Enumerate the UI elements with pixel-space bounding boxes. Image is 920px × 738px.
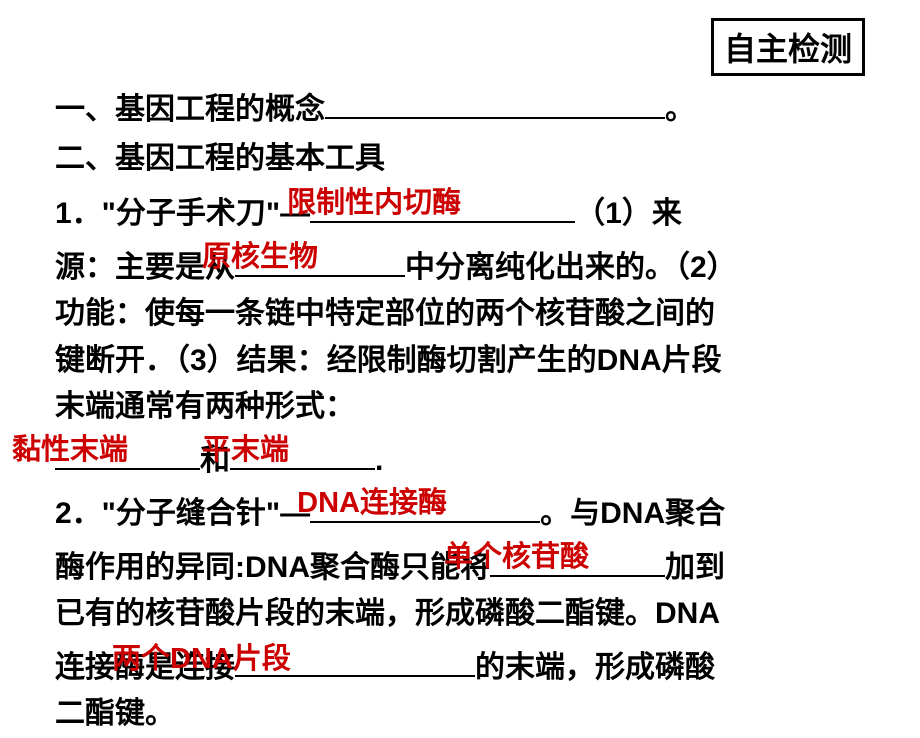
section1-period: 。 — [665, 93, 695, 126]
answer-dna-ligase: DNA连接酶 — [345, 481, 447, 526]
item1-line4-start: 键断开． — [55, 344, 175, 377]
item1-line6-end: . — [375, 444, 383, 477]
item1-part1: （1）来 — [575, 197, 682, 230]
item2-part1: 。与DNA聚合 — [540, 497, 725, 530]
answer-sticky-end: 黏性末端 — [60, 428, 128, 473]
item2-prefix: 2．"分子缝合针"— — [55, 497, 310, 530]
content-area: 一、基因工程的概念 。 二、基因工程的基本工具 1．"分子手术刀"— 限制性内切酶 （… — [55, 80, 865, 738]
item1-line2-end: 中分离纯化出来的。（2） — [405, 251, 737, 284]
item1-line4-mid: （3）结果： — [175, 344, 327, 377]
blank-concept — [325, 80, 665, 119]
item1-line5: 末端通常有两种形式： — [103, 384, 865, 431]
item-2: 2．"分子缝合针"— DNA连接酶 。与DNA聚合 酶作用的异同:DNA聚合酶只能将… — [55, 484, 865, 738]
item1-line4-end: 经限制酶切割产生的DNA片段 — [327, 344, 722, 377]
answer-prokaryote: 原核生物 — [250, 235, 318, 280]
item2-line2: 酶作用的异同:DNA聚合酶只能将单个核苷酸加到 — [103, 538, 865, 592]
blank-tool2: DNA连接酶 — [310, 484, 540, 523]
section-2-title: 二、基因工程的基本工具 — [55, 136, 865, 183]
item2-line4: 连接酶是连接两个DNA片段的末端，形成磷酸 — [103, 638, 865, 692]
header-box: 自主检测 — [711, 18, 865, 76]
item1-line3: 功能：使每一条链中特定部位的两个核苷酸之间的 — [103, 291, 865, 338]
blank-source: 原核生物 — [235, 238, 405, 277]
item2-line2-end: 加到 — [665, 551, 725, 584]
blank-fragments: 两个DNA片段 — [235, 638, 475, 677]
blank-nucleotide: 单个核苷酸 — [490, 538, 665, 577]
item2-line5: 二酯键。 — [103, 691, 865, 738]
section-1-title: 一、基因工程的概念 。 — [55, 80, 865, 134]
item1-line6: 黏性末端和平末端. — [103, 431, 865, 485]
section1-text: 一、基因工程的概念 — [55, 93, 325, 126]
answer-dna-fragments: 两个DNA片段 — [160, 637, 291, 682]
item2-line3: 已有的核苷酸片段的末端，形成磷酸二酯键。DNA — [103, 591, 865, 638]
item1-line4: 键断开．（3）结果：经限制酶切割产生的DNA片段 — [103, 338, 865, 385]
answer-blunt-end: 平末端 — [250, 428, 289, 473]
item-1: 1．"分子手术刀"—限制性内切酶（1）来 源：主要是从原核生物中分离纯化出来的。… — [55, 184, 865, 484]
section2-text: 二、基因工程的基本工具 — [55, 142, 385, 175]
blank-tool1: 限制性内切酶 — [310, 184, 575, 223]
item2-line4-end: 的末端，形成磷酸 — [475, 651, 715, 684]
blank-end2: 平末端 — [230, 431, 375, 470]
header-title: 自主检测 — [724, 31, 852, 67]
answer-restriction-enzyme: 限制性内切酶 — [335, 181, 461, 226]
item2-line2-start: 酶作用的异同:DNA聚合酶只能将 — [55, 551, 490, 584]
blank-end1: 黏性末端 — [55, 431, 200, 470]
answer-single-nucleotide: 单个核苷酸 — [492, 535, 589, 580]
item1-prefix: 1．"分子手术刀"— — [55, 197, 310, 230]
item1-line2: 源：主要是从原核生物中分离纯化出来的。（2） — [103, 238, 865, 292]
